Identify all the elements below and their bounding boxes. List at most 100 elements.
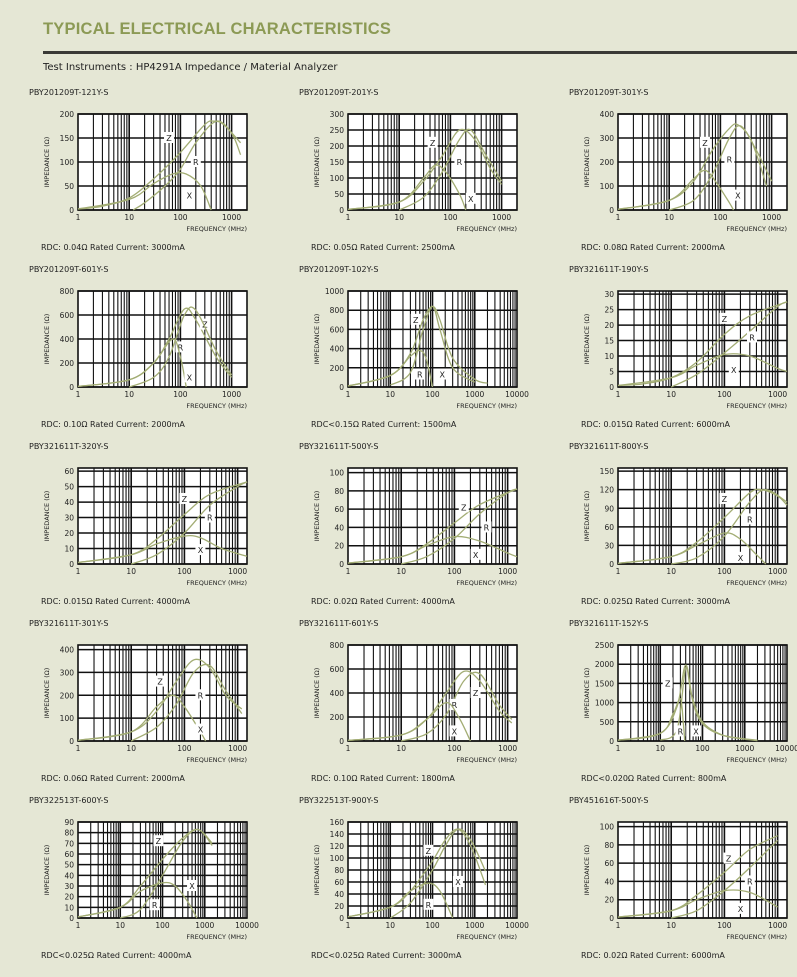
chart-footer-rdc-current: RDC: 0.02Ω Rated Current: 4000mA [311, 597, 455, 606]
x-tick-label: 10 [385, 390, 395, 399]
y-tick-label: 100 [600, 182, 615, 191]
chart-footer-rdc-current: RDC<0.025Ω Rated Current: 4000mA [41, 951, 192, 960]
chart-footer-rdc-current: RDC: 0.10Ω Rated Current: 2000mA [41, 420, 185, 429]
series-r-label: R [747, 877, 753, 886]
y-tick-label: 150 [330, 158, 345, 167]
y-tick-label: 20 [64, 893, 74, 902]
series-label-bg [410, 313, 421, 325]
series-label-bg [470, 687, 481, 698]
chart-footer-rdc-current: RDC: 0.04Ω Rated Current: 3000mA [41, 243, 185, 252]
series-x-label: X [189, 882, 195, 891]
series-r-curve [671, 489, 788, 565]
series-r-label: R [452, 701, 458, 710]
series-z-curve [617, 301, 788, 387]
series-label-bg [458, 501, 469, 513]
y-tick-label: 15 [604, 337, 614, 346]
plot-frame [347, 644, 518, 742]
y-tick-label: 0 [609, 914, 614, 923]
plot-frame [347, 113, 518, 211]
x-axis-label: FREQUENCY (MHz) [726, 402, 787, 410]
series-label-bg [735, 551, 746, 563]
impedance-chart: PBY201209T-601Y-S RDC: 0.10Ω Rated Curren… [28, 265, 293, 446]
y-tick-label: 60 [604, 523, 614, 532]
x-tick-label: 10000 [775, 744, 797, 753]
chart-svg: 0 5 10 15 20 25 30 1 10 100 1000 FREQUENCY (MHz) IMP… [583, 290, 788, 410]
y-tick-label: 100 [330, 469, 345, 478]
series-x-curve [347, 164, 467, 211]
y-tick-label: 90 [604, 504, 614, 513]
y-tick-label: 100 [600, 823, 615, 832]
series-z-label: Z [726, 855, 732, 864]
y-axis-label: IMPEDANCE (Ω) [313, 491, 321, 542]
y-tick-label: 400 [330, 689, 345, 698]
y-tick-label: 200 [60, 359, 75, 368]
series-r-label: R [417, 371, 423, 380]
y-tick-label: 10 [604, 352, 614, 361]
y-tick-label: 80 [64, 829, 74, 838]
x-tick-label: 1 [76, 744, 81, 753]
y-tick-label: 100 [60, 714, 75, 723]
x-tick-label: 1 [76, 390, 81, 399]
y-tick-label: 0 [609, 206, 614, 215]
series-z-label: Z [430, 139, 436, 148]
series-r-curve [389, 305, 476, 386]
x-tick-label: 10 [655, 744, 665, 753]
y-tick-label: 1000 [325, 287, 344, 296]
series-label-bg [449, 725, 460, 737]
y-tick-label: 60 [64, 850, 74, 859]
x-tick-label: 1000 [768, 390, 787, 399]
series-label-bg [662, 677, 673, 689]
series-label-bg [184, 371, 195, 383]
y-tick-label: 2500 [595, 641, 614, 650]
series-label-bg [723, 852, 734, 864]
series-label-bg [199, 318, 210, 330]
series-label-bg [155, 675, 166, 687]
series-label-bg [437, 368, 448, 380]
y-tick-label: 0 [339, 206, 344, 215]
plot-frame [617, 644, 788, 742]
plot-area [78, 645, 247, 741]
series-r-label: R [198, 691, 204, 700]
y-axis-label: IMPEDANCE (Ω) [43, 491, 51, 542]
series-r-curve [401, 488, 518, 565]
x-tick-label: 10 [115, 921, 125, 930]
series-x-curve [347, 535, 518, 564]
series-r-curve [398, 128, 503, 211]
series-label-bg [423, 898, 434, 910]
series-z-label: Z [702, 139, 708, 148]
y-tick-label: 0 [69, 914, 74, 923]
chart-svg: 0 200 400 600 800 1000 1 10 100 1000 10000 FREQUENC… [313, 287, 529, 410]
plot-frame [617, 467, 788, 565]
y-tick-label: 60 [64, 467, 74, 476]
y-tick-label: 80 [604, 841, 614, 850]
series-r-label: R [193, 158, 199, 167]
series-r-label: R [749, 333, 755, 342]
series-label-bg [179, 492, 190, 504]
y-tick-label: 120 [330, 842, 345, 851]
chart-title: PBY201209T-121Y-S [29, 88, 109, 97]
y-axis-label: IMPEDANCE (Ω) [313, 314, 321, 365]
series-r-curve [670, 301, 788, 388]
series-x-label: X [455, 878, 461, 887]
chart-svg: 0 50 100 150 200 250 300 1 10 100 1000 FREQUENCY (M… [313, 110, 518, 233]
chart-footer-rdc-current: RDC: 0.015Ω Rated Current: 6000mA [581, 420, 730, 429]
x-tick-label: 1 [76, 567, 81, 576]
x-axis-label: FREQUENCY (MHz) [456, 225, 517, 233]
x-tick-label: 100 [695, 744, 710, 753]
y-axis-label: IMPEDANCE (Ω) [43, 845, 51, 896]
y-tick-label: 20 [604, 896, 614, 905]
y-tick-label: 20 [64, 529, 74, 538]
y-tick-label: 300 [330, 110, 345, 119]
series-r-label: R [207, 514, 213, 523]
y-tick-label: 0 [339, 560, 344, 569]
impedance-chart: PBY321611T-320Y-S RDC: 0.015Ω Rated Curre… [28, 442, 293, 623]
series-label-bg [452, 876, 463, 887]
x-tick-label: 100 [177, 744, 192, 753]
y-tick-label: 200 [330, 713, 345, 722]
y-axis-label: IMPEDANCE (Ω) [43, 314, 51, 365]
series-z-label: Z [665, 679, 671, 688]
chart-svg: 0 100 200 300 400 1 10 100 1000 FREQUENCY (MHz) IM… [43, 644, 248, 764]
series-x-label: X [735, 192, 741, 201]
y-tick-label: 40 [64, 871, 74, 880]
y-tick-label: 70 [64, 839, 74, 848]
